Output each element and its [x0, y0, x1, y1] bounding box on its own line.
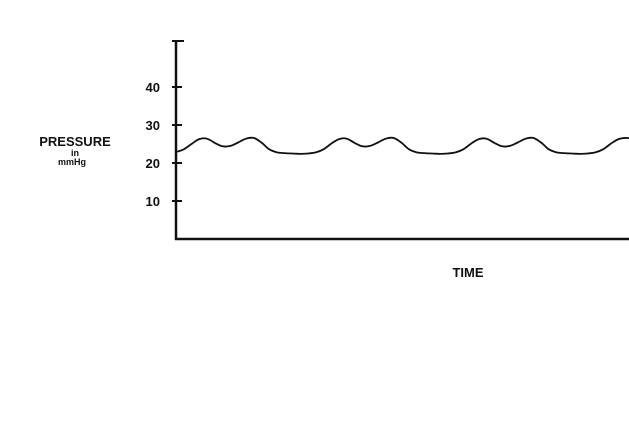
- y-tick-label: 40: [146, 80, 160, 95]
- pressure-series-line: [175, 136, 629, 155]
- y-axis-label: PRESSURE: [39, 134, 111, 149]
- y-tick-label: 30: [146, 118, 160, 133]
- x-axis-label: TIME: [452, 265, 483, 280]
- y-axis-label-unit: mmHg: [58, 157, 86, 167]
- y-axis-label-in: in: [71, 148, 79, 158]
- y-tick-label: 10: [146, 194, 160, 209]
- y-tick-label: 20: [146, 156, 160, 171]
- y-ticks: 10 20 30 40: [146, 80, 182, 209]
